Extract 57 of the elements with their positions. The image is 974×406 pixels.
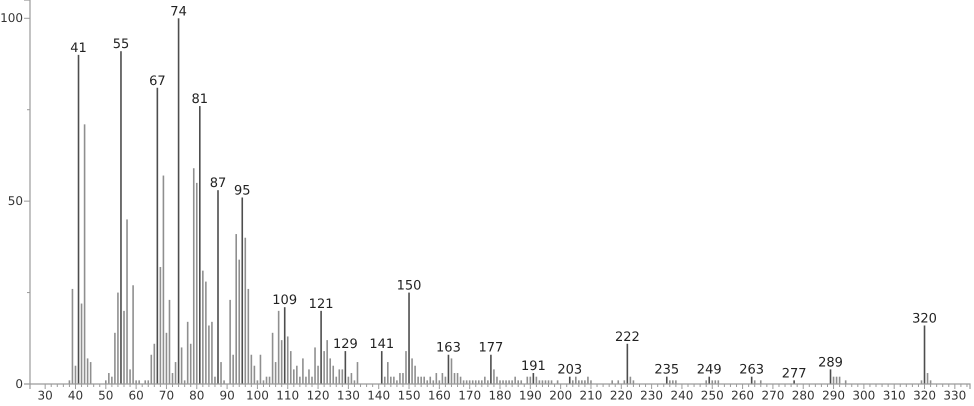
x-tick-label: 90 xyxy=(219,388,235,403)
annotation: 289 xyxy=(818,355,843,370)
x-tick-label: 140 xyxy=(367,388,390,403)
x-tick-label: 320 xyxy=(913,388,936,403)
x-tick-label: 130 xyxy=(336,388,360,403)
x-tick-label: 260 xyxy=(731,388,754,403)
x-tick-label: 170 xyxy=(458,388,482,403)
x-tick-label: 200 xyxy=(549,388,572,403)
x-tick-label: 190 xyxy=(518,388,542,403)
x-tick-label: 160 xyxy=(428,388,451,403)
x-tick-label: 230 xyxy=(640,388,664,403)
y-tick-label: 0 xyxy=(15,376,23,391)
annotation: 81 xyxy=(192,92,208,108)
x-tick-label: 270 xyxy=(761,388,784,403)
annotation: 41 xyxy=(70,40,87,56)
annotation: 87 xyxy=(210,176,226,192)
annotation: 67 xyxy=(149,74,166,89)
x-tick-label: 180 xyxy=(488,388,512,403)
x-tick-label: 220 xyxy=(610,388,633,403)
y-tick-label: 50 xyxy=(8,194,23,208)
x-tick-label: 210 xyxy=(580,388,602,403)
annotation: 121 xyxy=(308,296,334,312)
annotation: 177 xyxy=(478,340,504,356)
x-tick-label: 40 xyxy=(68,388,84,403)
annotation: 277 xyxy=(782,366,807,382)
x-tick-label: 310 xyxy=(882,388,906,403)
annotation: 129 xyxy=(332,337,358,352)
annotation: 74 xyxy=(170,4,187,20)
annotation: 150 xyxy=(396,278,422,294)
x-tick-label: 330 xyxy=(943,388,966,403)
annotation: 109 xyxy=(272,293,298,308)
annotation: 222 xyxy=(614,330,640,345)
annotation: 249 xyxy=(696,362,722,378)
x-tick-label: 110 xyxy=(276,388,300,403)
annotation: 263 xyxy=(739,362,764,378)
x-tick-label: 300 xyxy=(852,388,876,403)
x-tick-label: 290 xyxy=(822,388,845,403)
y-tick-label: 100 xyxy=(0,11,23,26)
x-tick-label: 250 xyxy=(700,388,724,403)
annotation: 320 xyxy=(912,311,937,326)
x-tick-label: 150 xyxy=(398,388,420,403)
x-tick-label: 100 xyxy=(246,388,269,403)
x-tick-label: 60 xyxy=(128,388,144,403)
x-tick-label: 80 xyxy=(189,388,204,403)
annotation: 141 xyxy=(369,337,394,352)
annotation: 95 xyxy=(234,183,251,198)
x-tick-label: 240 xyxy=(670,388,694,403)
annotation: 191 xyxy=(520,359,546,374)
x-tick-label: 70 xyxy=(158,388,174,403)
x-tick-label: 120 xyxy=(306,388,330,403)
x-tick-label: 30 xyxy=(38,388,53,403)
annotation: 55 xyxy=(112,37,130,52)
annotation: 163 xyxy=(436,340,461,356)
annotation: 203 xyxy=(557,362,582,378)
x-tick-label: 280 xyxy=(792,388,815,403)
x-tick-label: 50 xyxy=(98,388,114,403)
annotation: 235 xyxy=(654,362,680,378)
